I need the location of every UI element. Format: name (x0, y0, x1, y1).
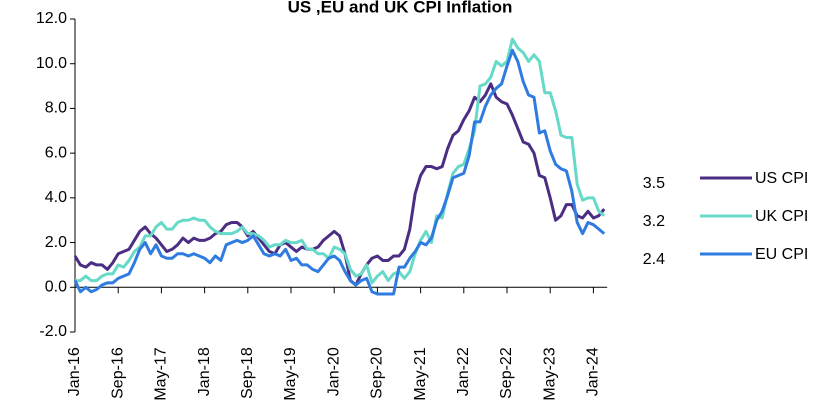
legend-value: 2.4 (643, 251, 665, 268)
y-tick-label: 12.0 (36, 10, 67, 27)
y-tick-label: 10.0 (36, 55, 67, 72)
y-tick-label: 4.0 (45, 189, 67, 206)
x-tick-label: May-19 (282, 347, 299, 400)
y-tick-label: 2.0 (45, 234, 67, 251)
y-tick-label: 8.0 (45, 100, 67, 117)
x-tick-label: Jan-18 (196, 347, 213, 396)
y-tick-label: -2.0 (39, 323, 67, 340)
x-tick-label: Jan-24 (585, 347, 602, 396)
legend-value: 3.5 (643, 175, 665, 192)
legend-label: UK CPI (755, 208, 808, 225)
x-tick-label: Sep-16 (109, 347, 126, 399)
x-tick-label: Jan-20 (325, 347, 342, 396)
legend-label: EU CPI (755, 246, 808, 263)
legend-value: 3.2 (643, 213, 665, 230)
series-line (75, 37, 606, 285)
x-tick-label: Jan-22 (455, 347, 472, 396)
x-tick-label: Sep-22 (498, 347, 515, 399)
y-tick-label: 0.0 (45, 279, 67, 296)
x-tick-label: Jan-16 (66, 347, 83, 396)
series-line (73, 48, 606, 296)
series-line (73, 82, 606, 287)
x-tick-label: Sep-18 (239, 347, 256, 399)
y-tick-label: 6.0 (45, 144, 67, 161)
x-tick-label: May-17 (153, 347, 170, 400)
legend-label: US CPI (755, 170, 808, 187)
x-tick-label: May-21 (412, 347, 429, 400)
x-tick-label: Sep-20 (369, 347, 386, 399)
chart-title: US ,EU and UK CPI Inflation (288, 0, 513, 16)
x-tick-label: May-23 (541, 347, 558, 400)
